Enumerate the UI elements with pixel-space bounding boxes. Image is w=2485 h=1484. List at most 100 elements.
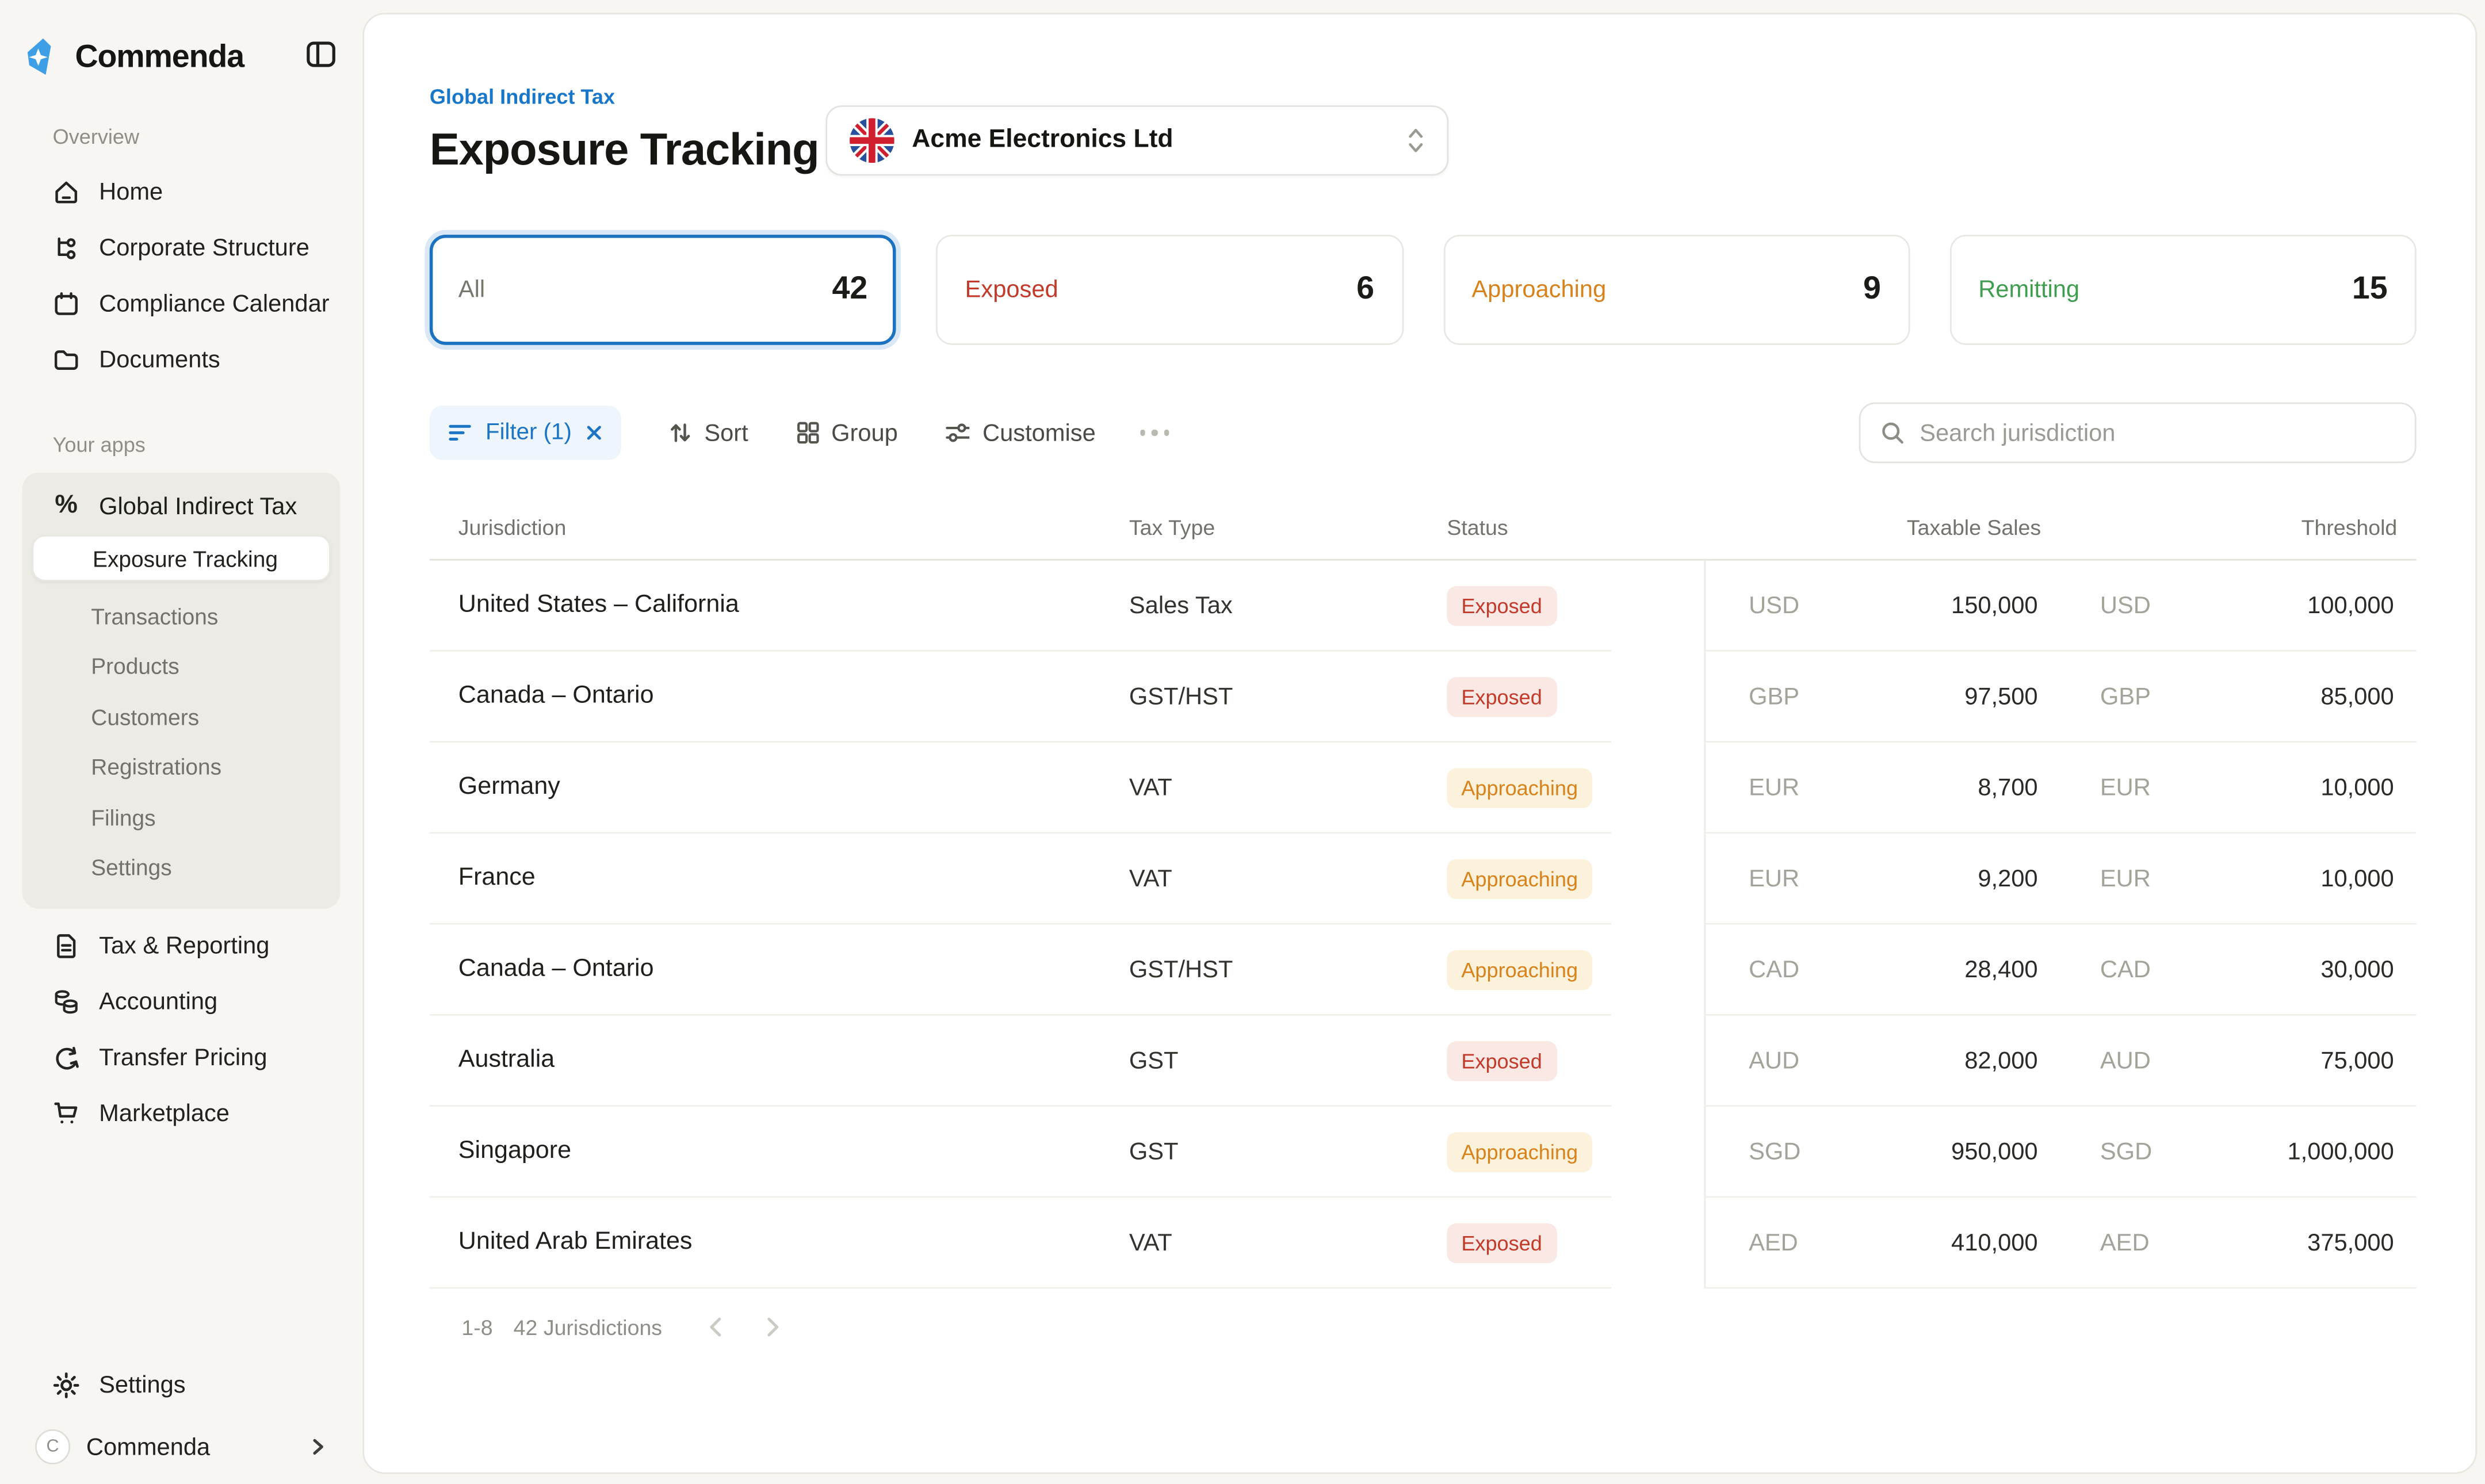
sales-amount: 410,000 [1951, 1229, 2038, 1256]
status-badge: Approaching [1447, 949, 1593, 989]
cart-icon [54, 1102, 78, 1124]
org-switcher[interactable]: C Commenda [22, 1424, 340, 1471]
sub-item-label: Transactions [91, 603, 219, 629]
table-row[interactable]: France VAT Approaching EUR 9,200 EUR 10,00… [429, 833, 2417, 925]
jurisdiction-cell: United Arab Emirates [458, 1228, 693, 1256]
table-row[interactable]: Canada – Ontario GST/HST Approaching CAD… [429, 924, 2417, 1016]
group-label: Group [831, 419, 898, 446]
sales-amount: 9,200 [1978, 865, 2038, 892]
next-page-button[interactable] [755, 1310, 790, 1345]
threshold-amount: 75,000 [2320, 1046, 2394, 1074]
close-icon[interactable] [586, 425, 602, 441]
filter-lines-icon [449, 424, 471, 441]
sales-currency: USD [1749, 591, 1800, 619]
column-header-tax-type[interactable]: Tax Type [1129, 515, 1215, 540]
sidebar-item-label: Marketplace [99, 1100, 230, 1128]
threshold-currency: AUD [2100, 1046, 2151, 1074]
table-row[interactable]: United States – California Sales Tax Exp… [429, 560, 2417, 652]
status-badge: Exposed [1447, 1040, 1557, 1081]
org-avatar: C [35, 1429, 71, 1465]
tax-type-cell: GST/HST [1129, 682, 1233, 710]
jurisdiction-cell: Canada – Ontario [458, 955, 654, 982]
jurisdiction-cell: France [458, 864, 536, 892]
customise-button[interactable]: Customise [946, 419, 1096, 446]
jurisdiction-cell: Germany [458, 772, 560, 800]
sales-amount: 150,000 [1951, 591, 2038, 619]
jurisdiction-cell: Canada – Ontario [458, 682, 654, 709]
threshold-amount: 10,000 [2320, 774, 2394, 801]
previous-page-button[interactable] [697, 1310, 732, 1345]
sidebar-item-documents[interactable]: Documents [0, 332, 362, 388]
ellipsis-icon [1140, 430, 1146, 436]
table-header-row: Jurisdiction Tax Type Status Taxable Sal… [429, 515, 2417, 561]
table-row[interactable]: United Arab Emirates VAT Exposed AED 410,… [429, 1198, 2417, 1289]
table-row[interactable]: Singapore GST Approaching SGD 950,000 SGD… [429, 1107, 2417, 1198]
transfer-arrows-icon [56, 1046, 79, 1070]
entity-name: Acme Electronics Ltd [912, 126, 1173, 154]
stat-card-all[interactable]: All 42 [429, 235, 897, 345]
jurisdictions-table: Jurisdiction Tax Type Status Taxable Sal… [429, 515, 2417, 1289]
stat-card-exposed[interactable]: Exposed 6 [936, 235, 1404, 345]
search-input[interactable] [1920, 419, 2396, 446]
sidebar-collapse-button[interactable] [300, 33, 342, 75]
sub-item-label: Filings [91, 804, 156, 831]
sidebar-item-transactions[interactable]: Transactions [27, 591, 335, 641]
sub-item-label: Products [91, 653, 179, 679]
sub-item-label: Settings [91, 855, 172, 881]
more-options-button[interactable] [1140, 430, 1169, 436]
tax-type-cell: VAT [1129, 865, 1172, 892]
sales-amount: 82,000 [1964, 1046, 2038, 1074]
sidebar-item-compliance-calendar[interactable]: Compliance Calendar [0, 276, 362, 332]
sidebar-item-products[interactable]: Products [27, 641, 335, 691]
threshold-amount: 10,000 [2320, 865, 2394, 892]
threshold-currency: EUR [2100, 774, 2151, 801]
pagination-range: 1-8 [461, 1315, 493, 1339]
sidebar-item-corporate-structure[interactable]: Corporate Structure [0, 220, 362, 276]
tax-type-cell: GST [1129, 1138, 1179, 1165]
group-button[interactable]: Group [796, 419, 898, 446]
column-header-threshold[interactable]: Threshold [2301, 515, 2398, 540]
sidebar-item-filings[interactable]: Filings [27, 792, 335, 842]
sales-currency: SGD [1749, 1138, 1801, 1165]
stat-card-value: 6 [1356, 271, 1375, 307]
stat-card-remitting[interactable]: Remitting 15 [1949, 235, 2417, 345]
sidebar-item-global-indirect-tax[interactable]: % Global Indirect Tax [27, 479, 335, 533]
sidebar-item-accounting[interactable]: Accounting [0, 974, 362, 1030]
sidebar-item-exposure-tracking[interactable]: Exposure Tracking [32, 535, 331, 582]
column-header-jurisdiction[interactable]: Jurisdiction [458, 515, 567, 540]
sidebar-item-registrations[interactable]: Registrations [27, 742, 335, 792]
customise-label: Customise [982, 419, 1096, 446]
home-icon [55, 181, 78, 204]
sidebar-item-transfer-pricing[interactable]: Transfer Pricing [0, 1030, 362, 1086]
column-header-status[interactable]: Status [1447, 515, 1508, 540]
table-row[interactable]: Canada – Ontario GST/HST Exposed GBP 97,5… [429, 651, 2417, 743]
filter-button[interactable]: Filter (1) [429, 406, 621, 460]
sidebar-item-label: Home [99, 178, 163, 206]
stat-card-approaching[interactable]: Approaching 9 [1443, 235, 1910, 345]
threshold-currency: USD [2100, 591, 2151, 619]
commenda-logo-icon [27, 38, 51, 75]
main-content: Global Indirect Tax Exposure Tracking Ac… [362, 13, 2478, 1475]
sidebar-item-label: Documents [99, 346, 220, 374]
breadcrumb[interactable]: Global Indirect Tax [429, 85, 615, 109]
sort-button[interactable]: Sort [669, 419, 748, 446]
table-row[interactable]: Australia GST Exposed AUD 82,000 AUD 75,00… [429, 1015, 2417, 1107]
entity-selector[interactable]: Acme Electronics Ltd [825, 105, 1449, 176]
sort-arrows-icon [671, 423, 690, 442]
sidebar-item-customers[interactable]: Customers [27, 691, 335, 741]
sidebar-item-home[interactable]: Home [0, 165, 362, 220]
table-row[interactable]: Germany VAT Approaching EUR 8,700 EUR 10,0… [429, 743, 2417, 834]
sidebar-item-tax-reporting[interactable]: Tax & Reporting [0, 918, 362, 974]
stat-card-value: 15 [2352, 271, 2388, 307]
column-header-taxable-sales[interactable]: Taxable Sales [1906, 515, 2041, 540]
sidebar-item-label: Tax & Reporting [99, 932, 270, 960]
sidebar-item-label: Corporate Structure [99, 235, 309, 262]
threshold-currency: SGD [2100, 1138, 2153, 1165]
threshold-amount: 30,000 [2320, 955, 2394, 983]
tax-type-cell: Sales Tax [1129, 591, 1233, 619]
sidebar-item-app-settings[interactable]: Settings [27, 843, 335, 893]
summary-cards-row: All 42 Exposed 6 Approaching 9 Remitting… [429, 235, 2417, 345]
sidebar-item-marketplace[interactable]: Marketplace [0, 1086, 362, 1142]
sidebar-item-settings[interactable]: Settings [22, 1359, 340, 1410]
